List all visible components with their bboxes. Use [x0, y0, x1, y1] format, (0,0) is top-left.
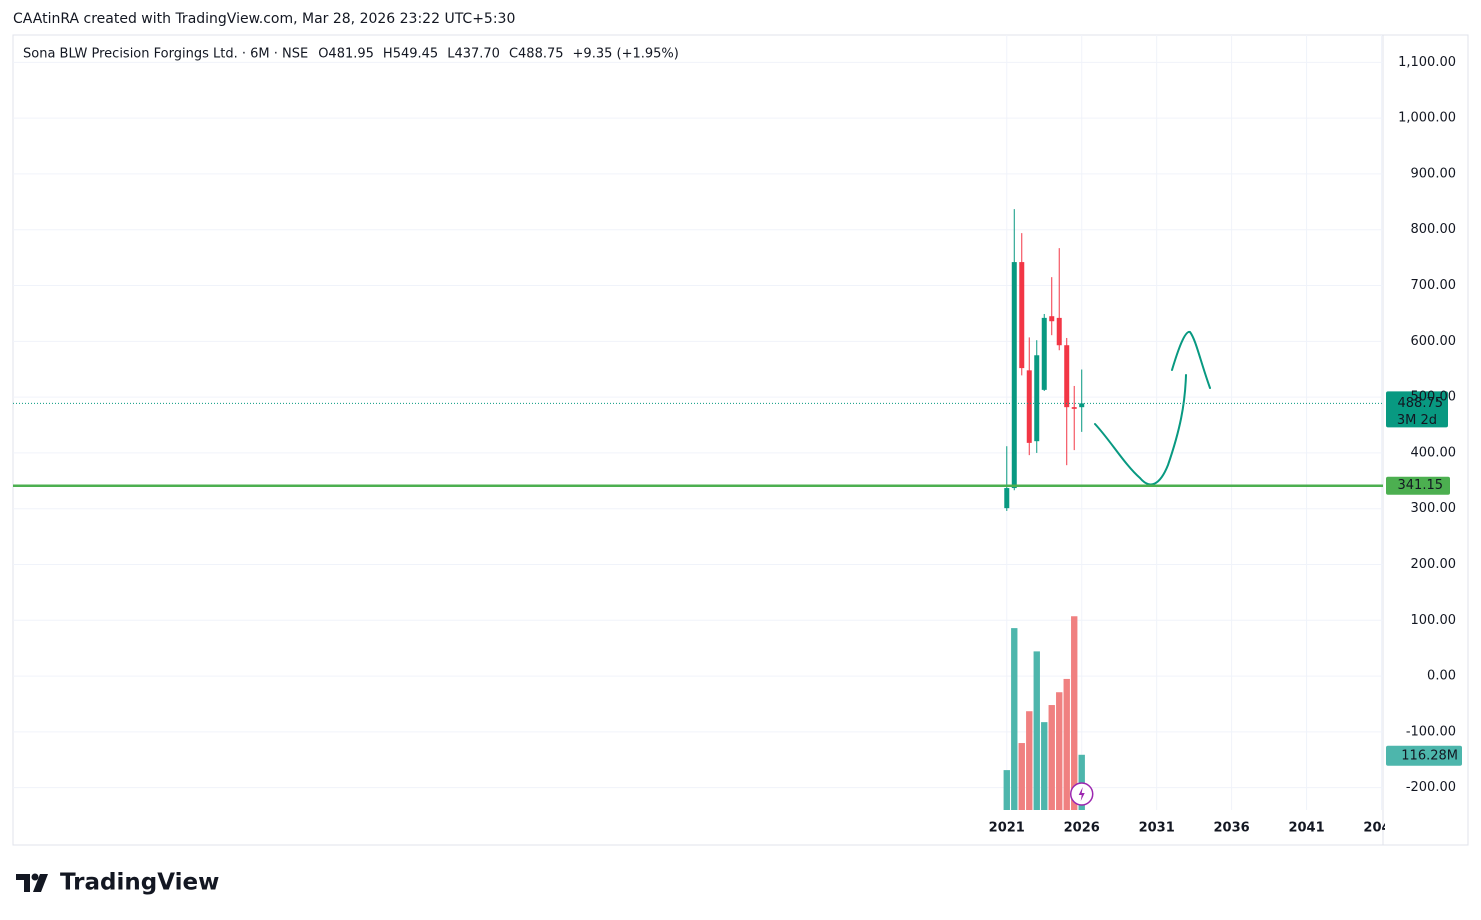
y-tick-label: 400.00 — [1411, 445, 1457, 460]
candle-body — [1041, 317, 1047, 390]
level-badge — [1386, 476, 1450, 495]
volume-badge — [1386, 745, 1462, 766]
marks — [1003, 209, 1085, 810]
change: +9.35 (+1.95%) — [573, 47, 679, 62]
x-tick-label: 2031 — [1139, 821, 1175, 836]
volume-bar — [1033, 651, 1040, 810]
y-tick-label: -100.00 — [1406, 724, 1456, 739]
attribution: CAAtinRA created with TradingView.com, M… — [13, 11, 515, 27]
candle-body — [1079, 403, 1085, 408]
x-tick-label: 2021 — [989, 821, 1025, 836]
y-tick-label: -200.00 — [1406, 780, 1456, 795]
candle-body — [1056, 317, 1062, 346]
candle-body — [1071, 407, 1077, 409]
y-tick-label: 500.00 — [1411, 390, 1457, 405]
volume-bar — [1048, 705, 1055, 810]
level-label: 341.15 — [1398, 478, 1444, 493]
price-label: 488.75 — [1398, 396, 1444, 411]
volume-label: 116.28M — [1401, 748, 1458, 763]
x-tick-label: 2046 — [1363, 821, 1399, 836]
price-badge — [1386, 391, 1448, 428]
y-tick-label: 200.00 — [1411, 557, 1457, 572]
ohlc-key: C — [509, 47, 518, 62]
overlay: 341.15 488.75 3M 2d 116.28M — [13, 391, 1462, 806]
y-tick-label: 600.00 — [1411, 334, 1457, 349]
event-icon-bolt — [1078, 787, 1085, 801]
y-tick-label: 700.00 — [1411, 278, 1457, 293]
y-tick-label: 800.00 — [1411, 222, 1457, 237]
ohlc-value: 481.95 — [328, 47, 374, 62]
ohlc-value: 549.45 — [393, 47, 439, 62]
volume-bar — [1041, 722, 1048, 810]
hand-drawn-annotation — [1094, 331, 1211, 486]
candle-body — [1026, 370, 1032, 443]
volume-bar — [1011, 628, 1018, 810]
ohlc-value: 488.75 — [518, 47, 564, 62]
y-tick-label: 1,000.00 — [1398, 111, 1456, 126]
grid — [13, 35, 1383, 810]
volume-bar — [1018, 743, 1025, 810]
candle-body — [1019, 262, 1025, 369]
candle-body — [1034, 355, 1040, 442]
candle-body — [1011, 262, 1017, 489]
volume-bar — [1063, 678, 1070, 810]
ohlc-key: H — [383, 47, 393, 62]
y-tick-label: 0.00 — [1427, 669, 1456, 684]
ohlc-value: 437.70 — [454, 47, 500, 62]
ohlc-key: O — [318, 47, 328, 62]
countdown: 3M 2d — [1397, 413, 1437, 428]
candle-body — [1064, 345, 1070, 408]
x-tick-label: 2026 — [1064, 821, 1100, 836]
y-tick-label: 100.00 — [1411, 613, 1457, 628]
volume-bar — [1071, 616, 1078, 810]
volume-bar — [1003, 770, 1010, 810]
ohlc-key: L — [447, 47, 455, 62]
y-tick-label: 900.00 — [1411, 166, 1457, 181]
volume-bar — [1026, 711, 1033, 810]
x-axis: 2021 2026 2031 2036 2041 2046 — [989, 821, 1399, 836]
x-tick-label: 2041 — [1288, 821, 1324, 836]
x-tick-label: 2036 — [1214, 821, 1250, 836]
y-tick-label: 300.00 — [1411, 501, 1457, 516]
logo: TradingView — [16, 870, 219, 896]
chart-title: Sona BLW Precision Forgings Ltd. · 6M · … — [23, 47, 308, 62]
chart-frame — [12, 34, 1469, 846]
legend: Sona BLW Precision Forgings Ltd. · 6M · … — [23, 47, 679, 62]
y-tick-label: 1,100.00 — [1398, 55, 1456, 70]
logo-text: TradingView — [60, 870, 219, 896]
candle-body — [1004, 488, 1010, 509]
candle-body — [1049, 316, 1055, 322]
volume-bar — [1056, 692, 1063, 810]
